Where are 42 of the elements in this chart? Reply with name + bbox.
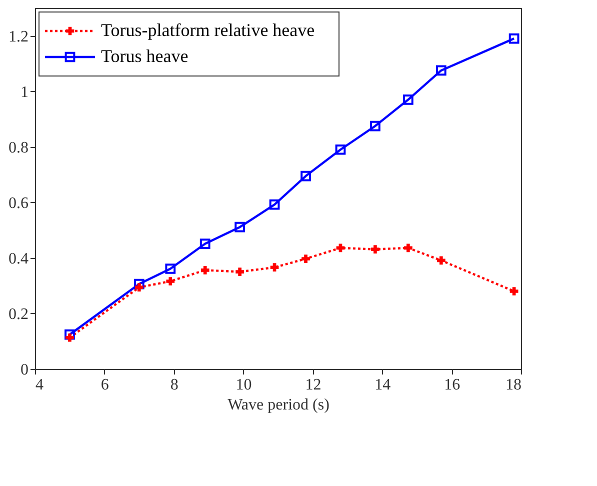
point	[436, 65, 446, 76]
x-axis-title: Wave period (s)	[228, 396, 330, 414]
point	[510, 287, 518, 296]
x-tick-label: 18	[506, 376, 522, 394]
point	[166, 277, 175, 286]
point	[134, 278, 144, 290]
point	[134, 283, 144, 292]
y-tick-label: 0.4	[8, 250, 28, 268]
point	[200, 266, 210, 274]
x-tick-label: 4	[36, 376, 44, 394]
x-tick-label: 16	[444, 376, 460, 394]
point	[269, 199, 280, 210]
point	[508, 33, 520, 44]
point	[335, 144, 346, 155]
point	[236, 268, 244, 276]
x-tick-label: 10	[236, 376, 252, 394]
x-tick-label: 12	[305, 376, 322, 394]
legend-label: Torus-platform relative heave	[101, 20, 315, 40]
point	[404, 244, 412, 252]
x-tick-label: 14	[374, 376, 391, 394]
point	[64, 329, 75, 340]
point	[270, 263, 279, 272]
legend-label: Torus heave	[101, 46, 188, 66]
point	[165, 264, 176, 274]
x-tick-label: 8	[170, 376, 178, 394]
y-tick-label: 0.6	[8, 194, 28, 212]
point	[234, 222, 245, 232]
point	[402, 94, 414, 105]
point	[436, 256, 446, 265]
point	[336, 244, 345, 252]
point	[370, 120, 380, 132]
point	[300, 170, 311, 182]
point	[66, 333, 74, 342]
y-tick-label: 0	[20, 362, 28, 378]
point	[371, 245, 380, 254]
x-tick-label: 6	[100, 376, 109, 394]
y-tick-label: 1	[20, 84, 28, 101]
y-tick-label: 0.8	[8, 139, 28, 156]
point	[302, 254, 310, 263]
y-tick-label: 1.2	[8, 28, 28, 46]
point	[200, 238, 210, 249]
y-tick-label: 0.2	[8, 306, 28, 323]
